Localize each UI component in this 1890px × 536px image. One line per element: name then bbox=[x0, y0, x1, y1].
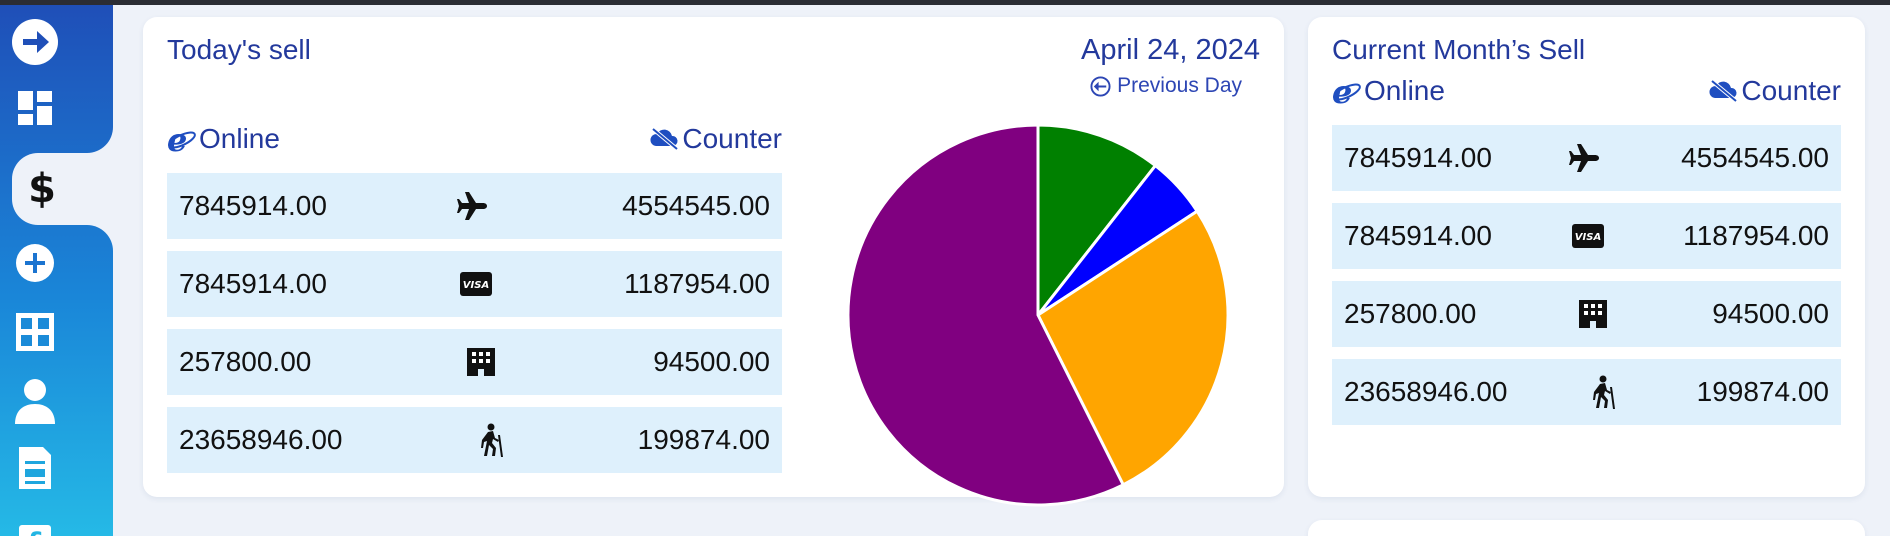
visa-card-icon: VISA bbox=[1572, 224, 1604, 248]
table-row: 7845914.00 VISA 1187954.00 bbox=[167, 251, 782, 317]
online-value: 7845914.00 bbox=[1344, 220, 1492, 251]
hotel-building-icon bbox=[465, 346, 497, 378]
online-value: 23658946.00 bbox=[179, 424, 343, 455]
hiking-icon bbox=[1590, 375, 1618, 409]
arrow-left-circle-icon bbox=[1090, 75, 1111, 97]
card-title: Today's sell bbox=[167, 34, 311, 65]
counter-value: 94500.00 bbox=[653, 346, 770, 377]
airplane-icon bbox=[1569, 143, 1601, 173]
card-title: Current Month’s Sell bbox=[1332, 34, 1586, 65]
previous-day-label: Previous Day bbox=[1117, 74, 1242, 97]
counter-value: 4554545.00 bbox=[1681, 142, 1829, 173]
table-row: 257800.00 94500.00 bbox=[1332, 281, 1841, 347]
hiking-icon bbox=[478, 423, 506, 457]
cloud-off-icon bbox=[1709, 79, 1738, 103]
user-icon[interactable] bbox=[10, 376, 60, 426]
counter-value: 1187954.00 bbox=[1683, 220, 1829, 251]
top-bar bbox=[0, 0, 1890, 5]
counter-value: 199874.00 bbox=[1696, 376, 1829, 407]
counter-header: Counter bbox=[1709, 75, 1841, 107]
online-label: Online bbox=[1364, 75, 1445, 106]
arrow-right-circle-icon[interactable] bbox=[10, 17, 60, 67]
sidebar: $ £ bbox=[0, 5, 113, 536]
cloud-off-icon bbox=[650, 127, 679, 151]
online-header: e Online bbox=[167, 123, 280, 155]
svg-text:e: e bbox=[167, 124, 187, 154]
online-value: 23658946.00 bbox=[1344, 376, 1508, 407]
document-icon[interactable] bbox=[10, 443, 60, 493]
online-value: 257800.00 bbox=[179, 346, 312, 377]
counter-value: 4554545.00 bbox=[622, 190, 770, 221]
online-value: 257800.00 bbox=[1344, 298, 1477, 329]
dashboard-icon[interactable] bbox=[10, 83, 60, 133]
pound-icon[interactable]: £ bbox=[10, 513, 60, 536]
internet-explorer-icon: e bbox=[167, 124, 196, 154]
pie-slice bbox=[1036, 209, 1230, 487]
counter-value: 94500.00 bbox=[1712, 298, 1829, 329]
month-sell-card: Current Month’s Sell e Online Counter 78… bbox=[1308, 17, 1865, 497]
sales-pie-chart bbox=[846, 123, 1230, 507]
table-row: 23658946.00 199874.00 bbox=[1332, 359, 1841, 425]
table-row: 257800.00 94500.00 bbox=[167, 329, 782, 395]
current-date: April 24, 2024 bbox=[1081, 34, 1260, 66]
pie-slice bbox=[846, 123, 1126, 507]
today-sell-card: Today's sell e Online Counter 7845914.00… bbox=[143, 17, 1284, 507]
previous-day-button[interactable]: Previous Day bbox=[1090, 74, 1242, 98]
pie-slice bbox=[1036, 123, 1158, 320]
table-row: 7845914.00 4554545.00 bbox=[167, 173, 782, 239]
svg-text:VISA: VISA bbox=[1575, 232, 1601, 243]
sidebar-item-sell[interactable]: $ bbox=[12, 153, 113, 225]
online-label: Online bbox=[199, 123, 280, 154]
plus-circle-icon[interactable] bbox=[10, 238, 60, 288]
table-row: 23658946.00 199874.00 bbox=[167, 407, 782, 473]
visa-card-icon: VISA bbox=[460, 272, 492, 296]
dollar-icon: $ bbox=[28, 166, 56, 212]
counter-value: 199874.00 bbox=[637, 424, 770, 455]
svg-text:VISA: VISA bbox=[463, 280, 489, 291]
online-value: 7845914.00 bbox=[1344, 142, 1492, 173]
table-row: 7845914.00 4554545.00 bbox=[1332, 125, 1841, 191]
online-value: 7845914.00 bbox=[179, 190, 327, 221]
hotel-building-icon bbox=[1577, 298, 1609, 330]
internet-explorer-icon: e bbox=[1332, 76, 1361, 106]
counter-label: Counter bbox=[1741, 75, 1841, 106]
counter-label: Counter bbox=[682, 123, 782, 154]
airplane-icon bbox=[457, 191, 489, 221]
online-value: 7845914.00 bbox=[179, 268, 327, 299]
counter-value: 1187954.00 bbox=[624, 268, 770, 299]
next-card bbox=[1308, 520, 1865, 536]
svg-text:e: e bbox=[1332, 76, 1352, 106]
svg-text:£: £ bbox=[27, 527, 44, 536]
online-header: e Online bbox=[1332, 75, 1445, 107]
grid-icon[interactable] bbox=[10, 307, 60, 357]
table-row: 7845914.00 VISA 1187954.00 bbox=[1332, 203, 1841, 269]
counter-header: Counter bbox=[650, 123, 782, 155]
